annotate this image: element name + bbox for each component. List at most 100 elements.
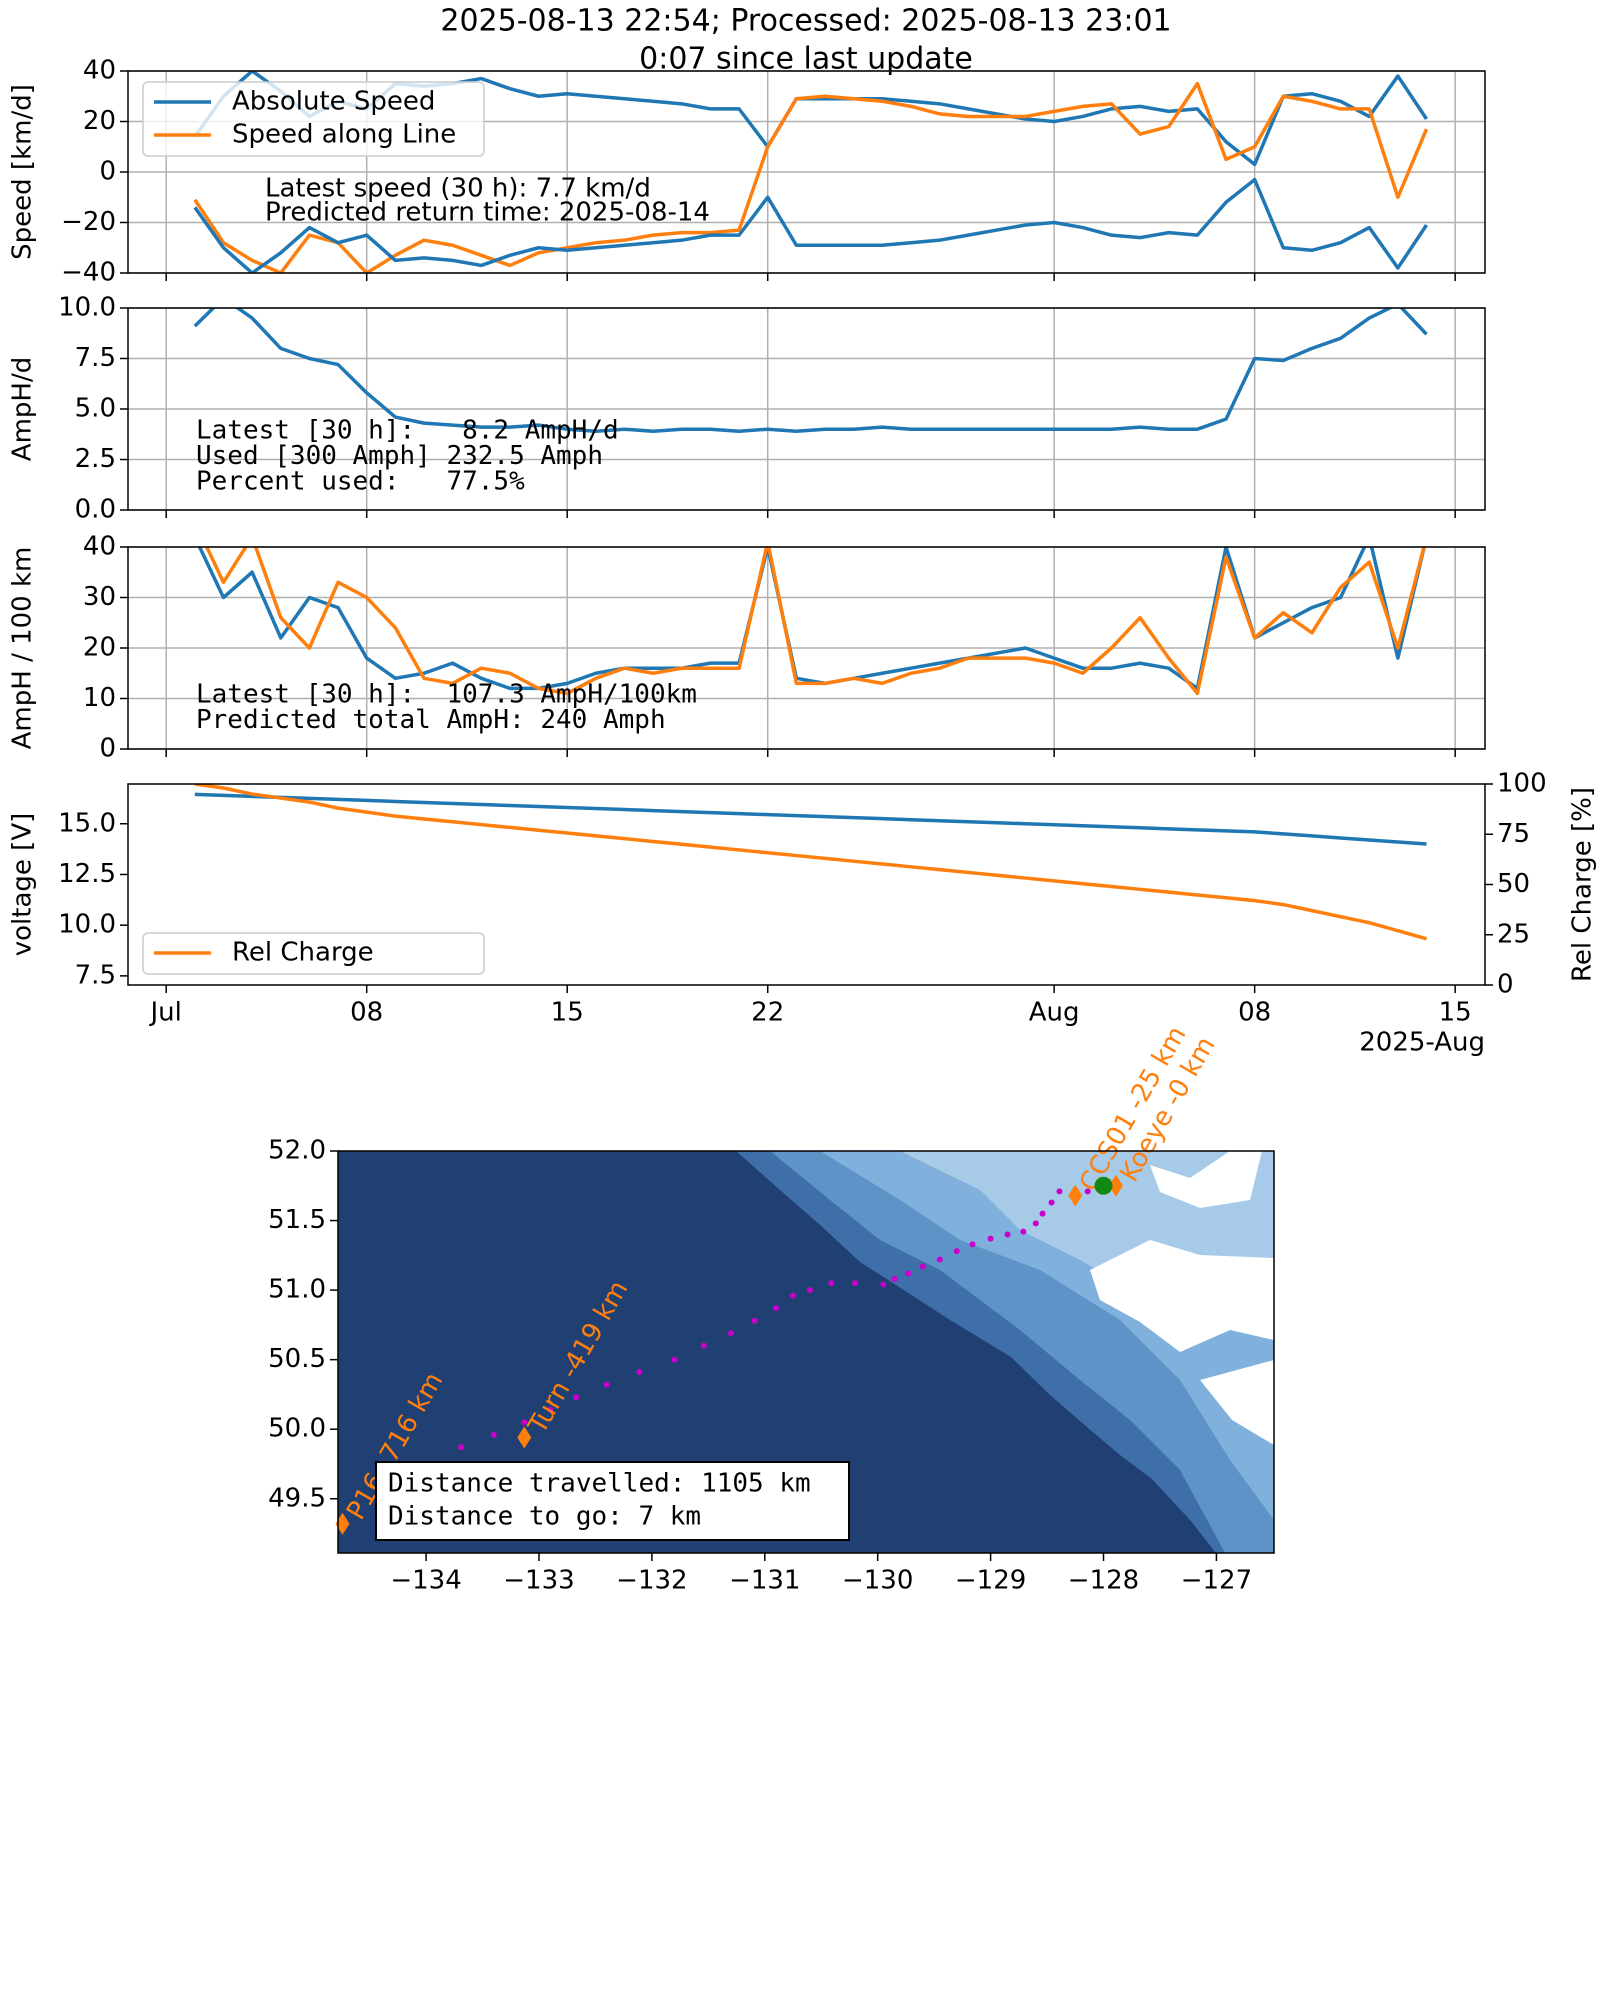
- y-axis-label: Speed [km/d]: [8, 84, 38, 260]
- y-tick-label: 40: [83, 56, 116, 86]
- y-tick-label: 7.5: [75, 343, 116, 373]
- annotation: Latest speed (30 h): 7.7 km/d: [265, 174, 651, 204]
- legend-label: Speed along Line: [232, 120, 456, 150]
- track-point: [806, 1287, 813, 1294]
- y2-tick-label: 0: [1497, 970, 1514, 1000]
- text-box-line: Distance to go: 7 km: [388, 1502, 701, 1532]
- y-tick-label: 49.5: [268, 1483, 326, 1513]
- x-tick-label: −130: [842, 1566, 913, 1596]
- track-point: [828, 1280, 835, 1287]
- x-tick-label: −128: [1068, 1566, 1139, 1596]
- annotation: Predicted total AmpH: 240 Amph: [196, 705, 666, 735]
- y-tick-label: 10.0: [58, 293, 116, 323]
- y-tick-label: 50.0: [268, 1414, 326, 1444]
- track-point: [969, 1241, 976, 1248]
- series-line: [204, 547, 1426, 696]
- y-tick-label: 0: [99, 734, 116, 764]
- y2-tick-label: 25: [1497, 919, 1530, 949]
- track-point: [751, 1317, 758, 1324]
- x-tick-label: 15: [551, 998, 584, 1028]
- y-axis-label: AmpH/d: [8, 357, 38, 461]
- legend-box: [142, 81, 485, 157]
- track-point: [636, 1369, 643, 1376]
- track-point: [1084, 1188, 1091, 1195]
- track-point: [891, 1275, 898, 1282]
- series-line: [194, 792, 1427, 846]
- annotation: Latest [30 h]: 107.3 AmpH/100km: [196, 680, 697, 710]
- track-point: [1039, 1210, 1046, 1217]
- bathymetry: [338, 1151, 1274, 1553]
- legend-label: Rel Charge: [232, 938, 374, 968]
- y-tick-label: 30: [83, 582, 116, 612]
- track-point: [573, 1394, 580, 1401]
- text-box-line: Distance travelled: 1105 km: [388, 1469, 811, 1499]
- track-point: [1048, 1199, 1055, 1206]
- axes-frame: [337, 1150, 1275, 1554]
- track-point: [936, 1256, 943, 1263]
- x-tick-label: 08: [350, 998, 383, 1028]
- x-tick-label: 22: [751, 998, 784, 1028]
- text-box: [375, 1461, 850, 1541]
- annotation: Percent used: 77.5%: [196, 467, 525, 497]
- track-point: [880, 1281, 887, 1288]
- track-point: [987, 1235, 994, 1242]
- track-point: [1032, 1220, 1039, 1227]
- waypoint-marker: [335, 1512, 350, 1535]
- y-tick-label: 5.0: [75, 394, 116, 424]
- track-point: [905, 1270, 912, 1277]
- y-tick-label: −20: [61, 207, 116, 237]
- track-point: [727, 1330, 734, 1337]
- annotation: Latest [30 h]: 8.2 AmpH/d: [196, 416, 619, 446]
- x-tick-label: Aug: [1029, 998, 1080, 1028]
- y-tick-label: 51.0: [268, 1275, 326, 1305]
- y-tick-label: 40: [83, 532, 116, 562]
- x-tick-label: −133: [503, 1566, 574, 1596]
- series-line: [193, 81, 1429, 273]
- y-tick-label: 0.0: [75, 495, 116, 525]
- x-tick-label: 08: [1238, 998, 1271, 1028]
- waypoint-marker: [517, 1426, 532, 1449]
- y2-tick-label: 50: [1497, 869, 1530, 899]
- axes-frame: [127, 307, 1486, 511]
- current-position: [1094, 1176, 1113, 1195]
- y-tick-label: 2.5: [75, 444, 116, 474]
- y-tick-label: 20: [83, 106, 116, 136]
- axes-frame: [127, 783, 1486, 986]
- y-tick-label: −40: [61, 258, 116, 288]
- x-tick-label: −132: [616, 1566, 687, 1596]
- y-tick-label: 20: [83, 633, 116, 663]
- y-tick-label: 12.5: [58, 859, 116, 889]
- track-point: [700, 1342, 707, 1349]
- y-axis-label: voltage [V]: [8, 813, 38, 956]
- legend-box: [142, 932, 485, 975]
- y2-tick-label: 75: [1497, 819, 1530, 849]
- x-tick-label: −134: [390, 1566, 461, 1596]
- y-tick-label: 10.0: [58, 910, 116, 940]
- x-tick-label: −127: [1181, 1566, 1252, 1596]
- track-point: [671, 1356, 678, 1363]
- y-tick-label: 15.0: [58, 808, 116, 838]
- track-point: [521, 1419, 528, 1426]
- y2-axis-label: Rel Charge [%]: [1568, 787, 1598, 982]
- track-point: [953, 1248, 960, 1255]
- track-point: [919, 1263, 926, 1270]
- y-tick-label: 0: [99, 157, 116, 187]
- legend-label: Absolute Speed: [232, 87, 435, 117]
- track-point: [790, 1292, 797, 1299]
- y2-tick-label: 100: [1497, 769, 1547, 799]
- y-tick-label: 10: [83, 683, 116, 713]
- x-tick-label: 15: [1439, 998, 1472, 1028]
- track-point: [1020, 1228, 1027, 1235]
- series-line: [194, 784, 1427, 941]
- x-tick-label: Jul: [149, 998, 182, 1028]
- track-point: [458, 1444, 465, 1451]
- y-tick-label: 7.5: [75, 960, 116, 990]
- title: 2025-08-13 22:54; Processed: 2025-08-13 …: [440, 4, 1171, 39]
- y-tick-label: 52.0: [268, 1136, 326, 1166]
- track-point: [1056, 1188, 1063, 1195]
- waypoint-marker: [1108, 1174, 1123, 1197]
- axes-frame: [127, 70, 1486, 274]
- x-tick-label: −131: [729, 1566, 800, 1596]
- y-axis-label: AmpH / 100 km: [8, 547, 38, 750]
- axes-frame: [127, 546, 1486, 750]
